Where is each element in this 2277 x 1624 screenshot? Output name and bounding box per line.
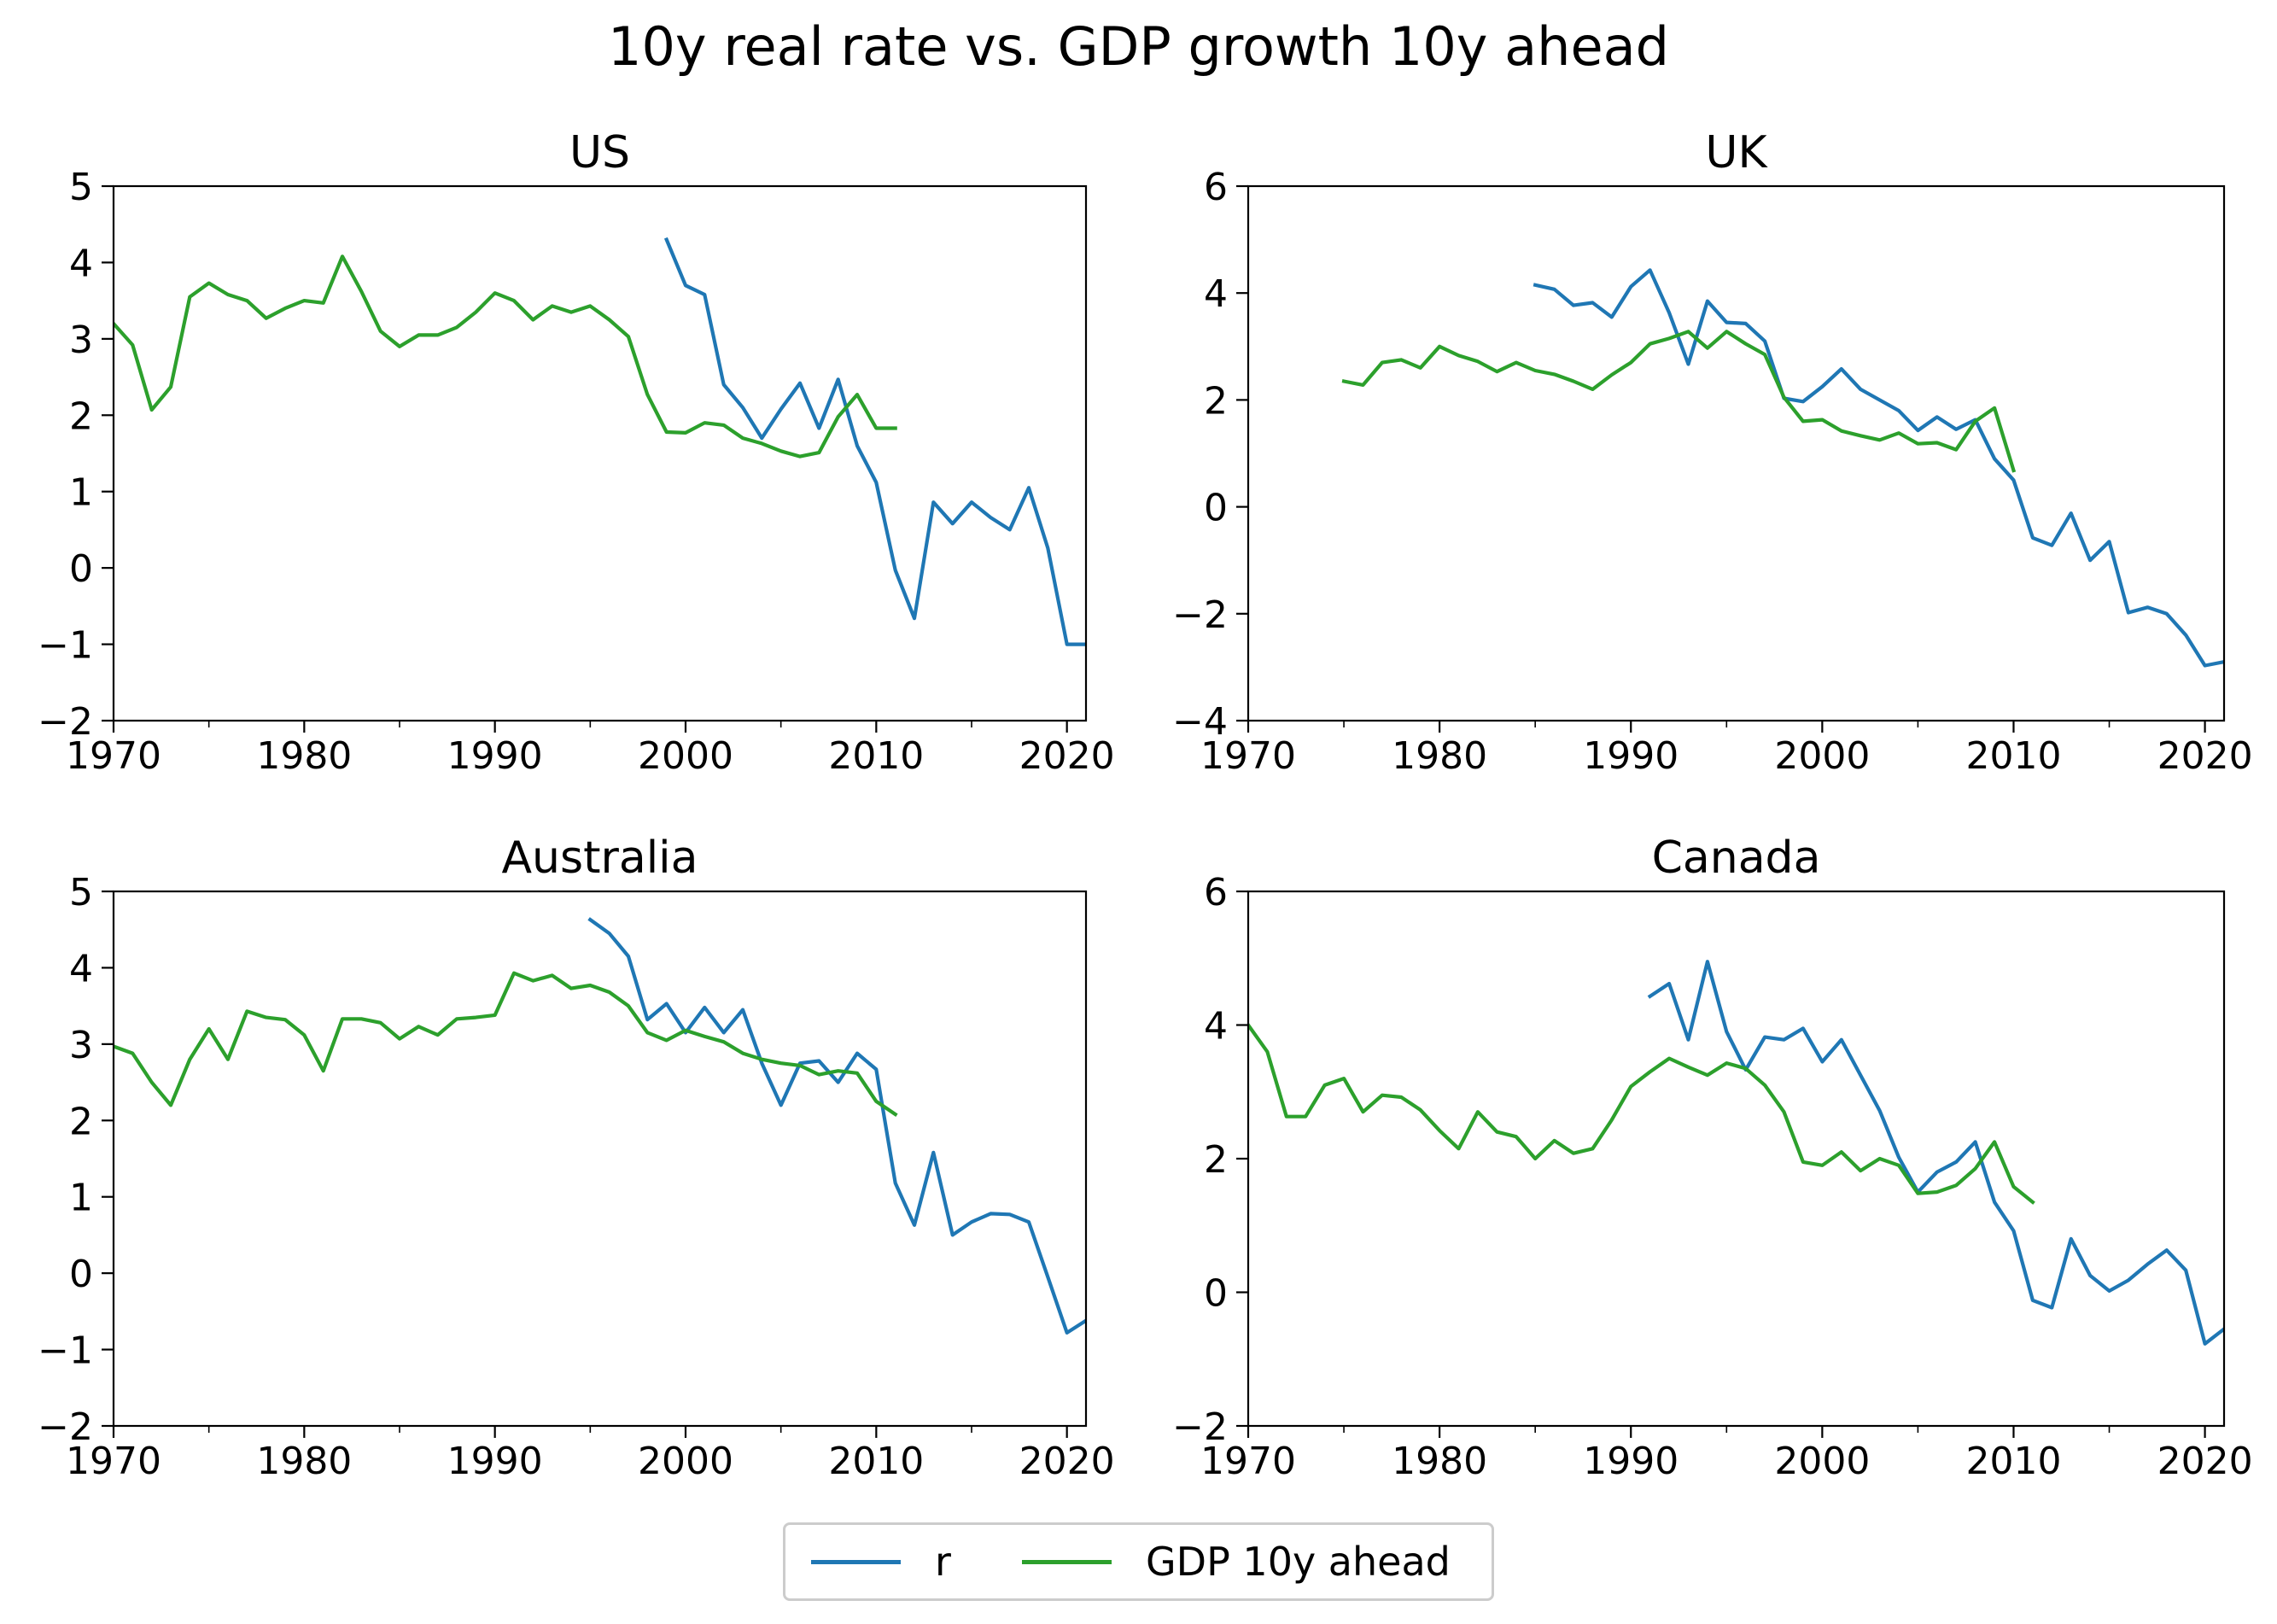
legend-item-r: r: [811, 1525, 951, 1598]
uk-y-tick-label: −4: [1172, 700, 1228, 744]
canada-axes-frame: [1247, 890, 2226, 1428]
canada-panel-title: Canada: [1652, 832, 1821, 884]
australia-y-tick-label: 3: [69, 1024, 93, 1067]
us-y-tick-label: 4: [69, 242, 93, 285]
legend: r GDP 10y ahead: [783, 1522, 1494, 1601]
us-x-tick-label: 1980: [256, 734, 352, 778]
uk-x-tick-label: 2000: [1774, 734, 1870, 778]
us-x-tick-label: 2010: [828, 734, 924, 778]
canada-y-tick-label: 0: [1204, 1272, 1228, 1316]
us-axes-frame: [112, 184, 1088, 722]
australia-y-tick-label: 0: [69, 1253, 93, 1296]
canada-x-tick-label: 1980: [1392, 1440, 1487, 1483]
australia-series-gdp-line: [114, 971, 898, 1118]
uk-y-tick-label: 2: [1204, 379, 1228, 423]
us-y-tick-label: 0: [69, 547, 93, 591]
panel-australia: 1970 1980 1990 2000 2010 2020 −2 −1 0 1 2 3 4 5 Austra…: [38, 832, 1115, 1483]
uk-series-r-line: [1533, 268, 2224, 668]
canada-x-tick-label: 2020: [2157, 1440, 2253, 1483]
uk-y-tick-label: 4: [1204, 272, 1228, 316]
uk-x-tick-label: 1980: [1392, 734, 1487, 778]
legend-swatch-r: [811, 1559, 901, 1564]
us-series-r-line: [663, 237, 1086, 646]
canada-x-tick-label: 2010: [1965, 1440, 2061, 1483]
panel-canada: 1970 1980 1990 2000 2010 2020 −2 0 2 4 6 Canada: [1172, 832, 2252, 1483]
canada-x-tick-label: 2000: [1774, 1440, 1870, 1483]
legend-label-gdp: GDP 10y ahead: [1146, 1539, 1451, 1585]
australia-y-tick-label: 1: [69, 1177, 93, 1220]
legend-swatch-gdp: [1022, 1559, 1112, 1564]
us-y-tick-label: 5: [69, 166, 93, 209]
uk-axes-frame: [1247, 184, 2226, 722]
canada-series-gdp-line: [1248, 1022, 2035, 1205]
us-y-tick-label: −1: [38, 624, 93, 668]
australia-x-tick-label: 1990: [447, 1440, 543, 1483]
australia-panel-title: Australia: [501, 832, 698, 884]
australia-y-tick-label: −2: [38, 1405, 93, 1449]
uk-y-tick-label: 0: [1204, 487, 1228, 530]
canada-y-tick-label: 6: [1204, 871, 1228, 914]
legend-label-r: r: [935, 1539, 951, 1585]
legend-item-gdp: GDP 10y ahead: [1022, 1525, 1451, 1598]
us-panel-title: US: [569, 127, 630, 178]
canada-y-tick-label: 4: [1204, 1005, 1228, 1049]
australia-x-tick-label: 2010: [828, 1440, 924, 1483]
us-x-tick-label: 2020: [1019, 734, 1115, 778]
australia-x-tick-label: 1970: [66, 1440, 161, 1483]
us-x-tick-label: 2000: [638, 734, 733, 778]
us-y-tick-label: 2: [69, 394, 93, 438]
panel-uk: 1970 1980 1990 2000 2010 2020 −4 −2 0 2 4 6 UK: [1172, 127, 2252, 778]
us-x-tick-label: 1990: [447, 734, 543, 778]
canada-y-tick-label: 2: [1204, 1138, 1228, 1182]
australia-series-r-line: [587, 917, 1086, 1335]
australia-y-tick-label: 4: [69, 947, 93, 990]
australia-x-tick-label: 1980: [256, 1440, 352, 1483]
us-x-tick-label: 1970: [66, 734, 161, 778]
us-y-tick-label: −2: [38, 700, 93, 744]
figure-title: 10y real rate vs. GDP growth 10y ahead: [608, 15, 1669, 78]
uk-x-tick-label: 1990: [1583, 734, 1679, 778]
uk-y-tick-label: 6: [1204, 166, 1228, 209]
uk-x-tick-label: 2020: [2157, 734, 2253, 778]
australia-y-tick-label: 5: [69, 871, 93, 914]
canada-x-tick-label: 1970: [1200, 1440, 1296, 1483]
panel-us: 1970 1980 1990 2000 2010 2020 −2 −1 0 1 2 3 4 5 US: [38, 127, 1115, 778]
canada-series-r-line: [1647, 960, 2224, 1346]
australia-y-tick-label: 2: [69, 1100, 93, 1143]
australia-axes-frame: [112, 890, 1088, 1428]
australia-x-tick-label: 2020: [1019, 1440, 1115, 1483]
uk-y-tick-label: −2: [1172, 593, 1228, 637]
australia-x-tick-label: 2000: [638, 1440, 733, 1483]
uk-panel-title: UK: [1705, 127, 1768, 178]
canada-y-tick-label: −2: [1172, 1405, 1228, 1449]
us-series-gdp-line: [114, 254, 897, 459]
canada-x-tick-label: 1990: [1583, 1440, 1679, 1483]
australia-y-tick-label: −1: [38, 1329, 93, 1373]
uk-x-tick-label: 2010: [1965, 734, 2061, 778]
us-y-tick-label: 3: [69, 318, 93, 362]
us-y-tick-label: 1: [69, 471, 93, 515]
uk-series-gdp-line: [1341, 330, 2017, 473]
uk-x-tick-label: 1970: [1200, 734, 1296, 778]
